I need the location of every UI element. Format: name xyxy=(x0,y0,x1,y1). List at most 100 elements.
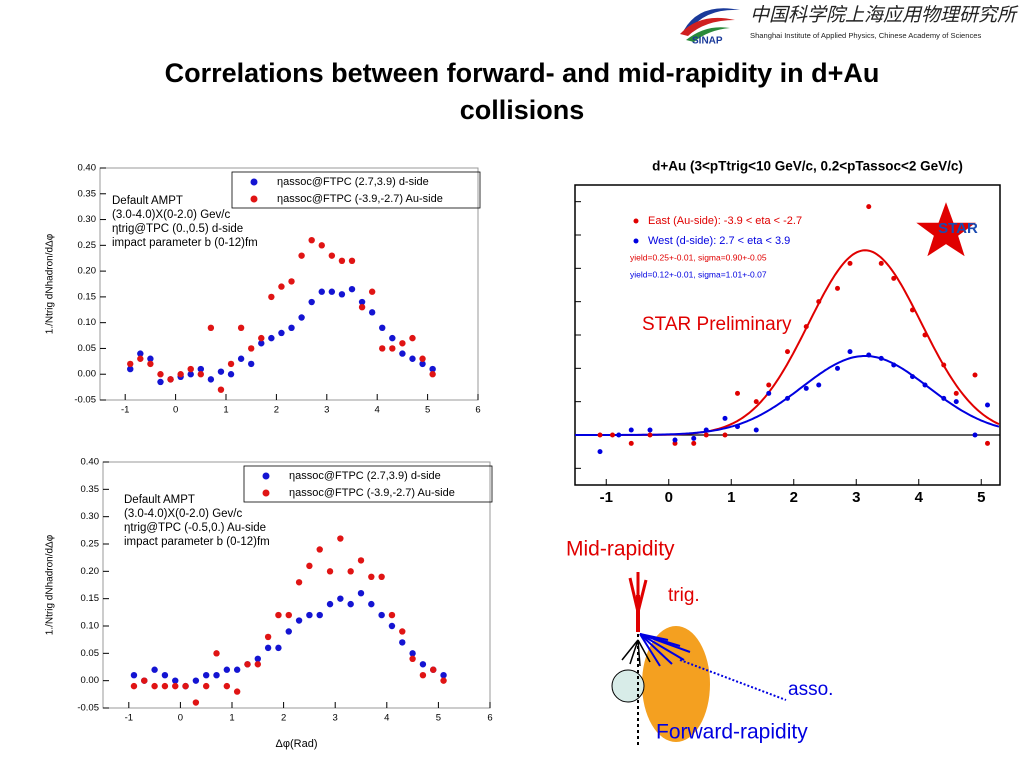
data-point xyxy=(972,432,978,438)
y-tick-label: 0.06 xyxy=(542,326,571,343)
y-tick-label: 0.25 xyxy=(78,240,97,251)
y-tick-label: 0.40 xyxy=(78,163,97,174)
data-point xyxy=(161,672,169,679)
data-point xyxy=(157,378,164,386)
y-tick-label: 0.35 xyxy=(78,188,97,199)
data-point xyxy=(378,573,385,580)
legend-label: ηassoc@FTPC (2.7,3.9) d-side xyxy=(277,176,429,188)
data-point xyxy=(278,283,285,290)
y-tick-label: 0.15 xyxy=(78,291,97,302)
data-point xyxy=(628,427,634,433)
x-tick-label: 2 xyxy=(790,489,798,506)
y-tick-label: -0.05 xyxy=(74,395,96,406)
data-point xyxy=(429,365,436,373)
label-mid: Mid-rapidity xyxy=(566,538,675,561)
data-point xyxy=(803,385,809,391)
data-point xyxy=(597,449,603,455)
data-point xyxy=(816,382,822,388)
y-tick-label: 0.20 xyxy=(81,566,100,577)
data-point xyxy=(358,304,366,311)
x-axis-label: Δφ(Rad) xyxy=(276,738,318,750)
x-tick-label: 5 xyxy=(436,713,441,724)
x-tick-label: 4 xyxy=(384,713,389,724)
chart-title: d+Au (3<pTtrig<10 GeV/c, 0.2<pTassoc<2 G… xyxy=(652,159,963,174)
data-point xyxy=(891,362,897,368)
data-point xyxy=(264,633,272,641)
x-tick-label: 0 xyxy=(178,713,183,724)
data-point xyxy=(227,360,235,368)
data-point xyxy=(348,285,356,293)
data-point xyxy=(597,432,603,438)
data-point xyxy=(316,611,323,619)
legend-label: ηassoc@FTPC (2.7,3.9) d-side xyxy=(289,470,441,482)
data-point xyxy=(399,350,406,357)
data-point xyxy=(338,257,346,264)
data-point xyxy=(258,340,265,347)
data-point xyxy=(254,661,261,668)
data-point xyxy=(419,672,427,679)
data-point xyxy=(197,365,204,373)
legend-label: East (Au-side): -3.9 < eta < -2.7 xyxy=(648,215,802,227)
data-point xyxy=(409,334,416,342)
data-point xyxy=(891,275,897,281)
legend-marker xyxy=(633,218,639,224)
data-point xyxy=(835,365,840,371)
data-point xyxy=(127,360,134,368)
label-trig: trig. xyxy=(668,585,700,606)
data-point xyxy=(337,535,344,542)
logo-abbr: SINAP xyxy=(692,36,723,47)
data-point xyxy=(217,368,225,375)
label-asso: asso. xyxy=(788,679,833,700)
legend-label: ηassoc@FTPC (-3.9,-2.7) Au-side xyxy=(289,487,455,499)
x-tick-label: -1 xyxy=(121,405,129,416)
y-axis-label: 1./Ntrig dNhadron/dΔφ xyxy=(45,534,56,635)
data-point xyxy=(616,432,622,438)
data-point xyxy=(419,661,427,668)
slide-title: Correlations between forward- and mid-ra… xyxy=(165,58,880,88)
data-point xyxy=(308,298,315,306)
y-tick-label: 0.02 xyxy=(542,393,571,410)
data-point xyxy=(816,299,822,305)
x-tick-label: 3 xyxy=(852,489,860,506)
data-point xyxy=(440,677,447,684)
note: impact parameter b (0-12)fm xyxy=(112,237,258,249)
data-point xyxy=(922,382,928,388)
data-point xyxy=(207,324,215,332)
data-point xyxy=(399,639,406,646)
data-point xyxy=(288,278,295,285)
y-tick-label: 0.12 xyxy=(542,226,571,243)
chart: -0.02 0 0.02 0.04 0.06 0.08 0.1 0.12 0.14 -1 0 1 2 3 4… xyxy=(542,184,1001,506)
x-tick-label: 2 xyxy=(281,713,286,724)
x-tick-label: 6 xyxy=(475,405,480,416)
x-tick-label: 4 xyxy=(915,489,924,506)
data-point xyxy=(348,257,356,264)
data-point xyxy=(703,427,709,433)
y-tick-label: 0.40 xyxy=(81,457,100,468)
note: ηtrig@TPC (-0.5,0.) Au-side xyxy=(124,522,266,534)
data-point xyxy=(419,360,426,368)
y-tick-label: 0.04 xyxy=(542,359,572,376)
legend-marker xyxy=(633,238,639,244)
data-point xyxy=(389,345,396,352)
data-point xyxy=(192,699,200,706)
data-point xyxy=(172,677,179,684)
data-point xyxy=(337,595,344,602)
x-tick-label: 5 xyxy=(977,489,985,506)
data-point xyxy=(399,340,406,347)
x-tick-label: 0 xyxy=(665,489,673,506)
data-point xyxy=(248,345,255,352)
data-point xyxy=(237,324,245,332)
y-tick-label: 0.05 xyxy=(81,648,100,659)
data-point xyxy=(379,324,386,332)
data-point xyxy=(368,573,375,580)
data-point xyxy=(347,568,354,575)
data-point xyxy=(753,427,759,433)
note: Default AMPT xyxy=(112,195,183,207)
y-tick-label: 0.25 xyxy=(81,539,100,550)
data-point xyxy=(691,435,697,441)
data-point xyxy=(223,666,231,673)
data-point xyxy=(835,285,840,291)
data-point xyxy=(197,371,204,378)
